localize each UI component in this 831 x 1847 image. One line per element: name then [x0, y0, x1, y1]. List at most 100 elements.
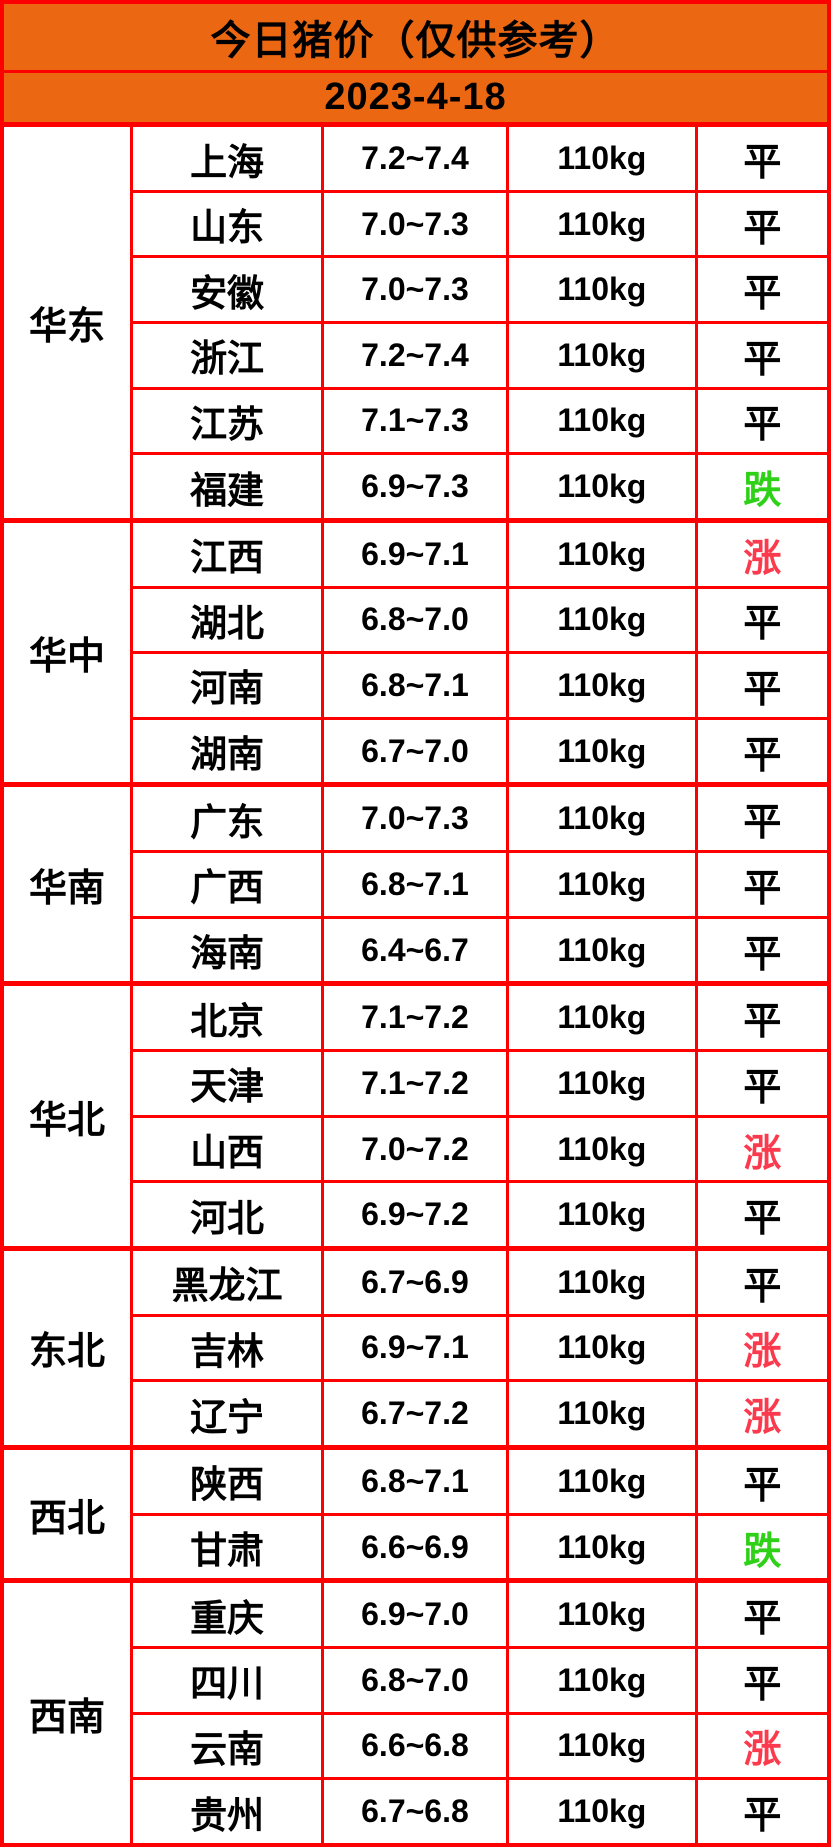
status-cell: 跌	[694, 1512, 831, 1583]
province-cell: 吉林	[130, 1313, 325, 1383]
status-cell: 平	[694, 585, 831, 655]
status-cell: 涨	[694, 1114, 831, 1184]
weight-cell: 110kg	[505, 1444, 698, 1516]
price-cell: 6.8~7.0	[321, 585, 509, 655]
region-cell-huabei: 华北	[0, 981, 134, 1250]
weight-cell: 110kg	[505, 585, 698, 655]
title-row: 今日猪价（仅供参考）	[0, 0, 831, 74]
table-row: 四川 6.8~7.0 110kg 平	[2, 1646, 831, 1715]
table-row: 江苏 7.1~7.3 110kg 平	[2, 386, 831, 456]
weight-cell: 110kg	[505, 1379, 698, 1449]
price-cell: 6.9~7.1	[321, 517, 509, 589]
status-cell: 平	[694, 189, 831, 259]
weight-cell: 110kg	[505, 716, 698, 787]
weight-cell: 110kg	[505, 850, 698, 919]
table-row: 甘肃 6.6~6.9 110kg 跌	[2, 1512, 831, 1583]
status-cell: 平	[694, 981, 831, 1053]
weight-cell: 110kg	[505, 651, 698, 720]
table-row: 山东 7.0~7.3 110kg 平	[2, 189, 831, 259]
price-cell: 6.9~7.2	[321, 1180, 509, 1250]
province-cell: 浙江	[130, 321, 325, 390]
weight-cell: 110kg	[505, 255, 698, 325]
province-cell: 北京	[130, 981, 325, 1053]
province-cell: 陕西	[130, 1444, 325, 1516]
weight-cell: 110kg	[505, 1711, 698, 1781]
status-cell: 平	[694, 1180, 831, 1250]
province-cell: 重庆	[130, 1578, 325, 1650]
status-cell: 涨	[694, 1313, 831, 1383]
province-cell: 云南	[130, 1711, 325, 1781]
status-cell: 平	[694, 1777, 831, 1847]
province-cell: 安徽	[130, 255, 325, 325]
table-row: 天津 7.1~7.2 110kg 平	[2, 1049, 831, 1118]
price-cell: 7.0~7.3	[321, 189, 509, 259]
status-cell: 平	[694, 850, 831, 919]
weight-cell: 110kg	[505, 981, 698, 1053]
status-cell: 平	[694, 386, 831, 456]
price-cell: 7.1~7.2	[321, 1049, 509, 1118]
weight-cell: 110kg	[505, 189, 698, 259]
table-row: 西南 重庆 6.9~7.0 110kg 平	[0, 1578, 831, 1847]
province-cell: 江苏	[130, 386, 325, 456]
price-cell: 6.8~7.1	[321, 1444, 509, 1516]
status-cell: 平	[694, 716, 831, 787]
region-cell-xinan: 西南	[0, 1578, 134, 1847]
status-cell: 平	[694, 915, 831, 986]
weight-cell: 110kg	[505, 1180, 698, 1250]
weight-cell: 110kg	[505, 386, 698, 456]
weight-cell: 110kg	[505, 1512, 698, 1583]
weight-cell: 110kg	[505, 452, 698, 522]
province-cell: 广东	[130, 782, 325, 854]
province-cell: 四川	[130, 1646, 325, 1715]
price-cell: 6.7~6.8	[321, 1777, 509, 1847]
table-row: 广西 6.8~7.1 110kg 平	[2, 850, 831, 919]
price-cell: 6.4~6.7	[321, 915, 509, 986]
table-row: 福建 6.9~7.3 110kg 跌	[2, 452, 831, 522]
province-cell: 河南	[130, 651, 325, 720]
table-row: 辽宁 6.7~7.2 110kg 涨	[2, 1379, 831, 1449]
price-cell: 7.1~7.3	[321, 386, 509, 456]
province-cell: 山东	[130, 189, 325, 259]
region-cell-huazhong: 华中	[0, 517, 134, 787]
price-cell: 7.0~7.3	[321, 782, 509, 854]
price-cell: 6.9~7.0	[321, 1578, 509, 1650]
table-row: 东北 黑龙江 6.7~6.9 110kg 平	[0, 1246, 831, 1449]
status-cell: 跌	[694, 452, 831, 522]
status-cell: 平	[694, 1246, 831, 1317]
price-cell: 6.9~7.1	[321, 1313, 509, 1383]
region-cell-dongbei: 东北	[0, 1246, 134, 1449]
region-cell-huadong: 华东	[0, 122, 134, 522]
status-cell: 平	[694, 782, 831, 854]
table-row: 安徽 7.0~7.3 110kg 平	[2, 255, 831, 325]
table-row: 河北 6.9~7.2 110kg 平	[2, 1180, 831, 1250]
table-row: 西北 陕西 6.8~7.1 110kg 平	[0, 1444, 831, 1583]
price-cell: 7.1~7.2	[321, 981, 509, 1053]
weight-cell: 110kg	[505, 1578, 698, 1650]
table-row: 海南 6.4~6.7 110kg 平	[2, 915, 831, 986]
table-row: 湖南 6.7~7.0 110kg 平	[2, 716, 831, 787]
province-cell: 广西	[130, 850, 325, 919]
price-cell: 7.2~7.4	[321, 321, 509, 390]
weight-cell: 110kg	[505, 1777, 698, 1847]
price-cell: 7.0~7.2	[321, 1114, 509, 1184]
table-row: 云南 6.6~6.8 110kg 涨	[2, 1711, 831, 1781]
price-cell: 6.8~7.1	[321, 850, 509, 919]
price-cell: 6.8~7.1	[321, 651, 509, 720]
price-cell: 6.7~7.0	[321, 716, 509, 787]
page-title: 今日猪价（仅供参考）	[0, 0, 831, 74]
province-cell: 天津	[130, 1049, 325, 1118]
price-cell: 6.6~6.9	[321, 1512, 509, 1583]
province-cell: 贵州	[130, 1777, 325, 1847]
status-cell: 平	[694, 1578, 831, 1650]
table-row: 华北 北京 7.1~7.2 110kg 平	[0, 981, 831, 1250]
weight-cell: 110kg	[505, 782, 698, 854]
weight-cell: 110kg	[505, 1246, 698, 1317]
price-cell: 6.7~7.2	[321, 1379, 509, 1449]
weight-cell: 110kg	[505, 1114, 698, 1184]
weight-cell: 110kg	[505, 1646, 698, 1715]
province-cell: 湖北	[130, 585, 325, 655]
table-row: 湖北 6.8~7.0 110kg 平	[2, 585, 831, 655]
weight-cell: 110kg	[505, 321, 698, 390]
date-row: 2023-4-18	[0, 70, 831, 127]
